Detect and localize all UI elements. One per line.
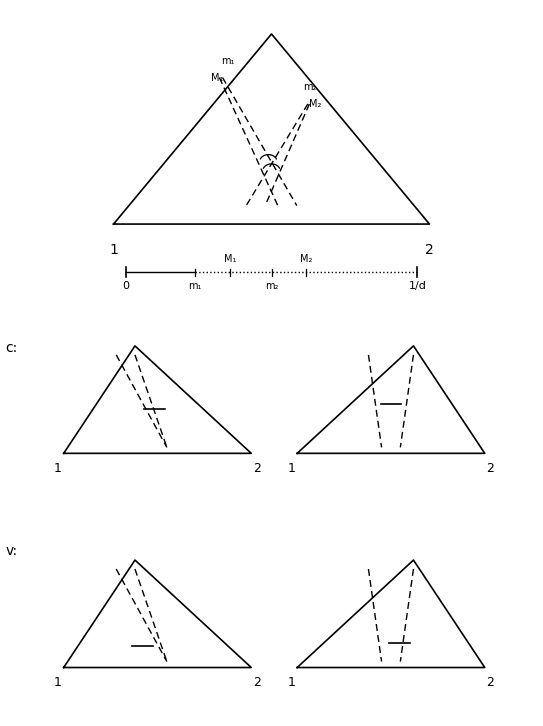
Text: 2: 2 [425,242,434,256]
Text: m₁: m₁ [188,281,202,290]
Text: 2: 2 [253,462,261,476]
Text: 1: 1 [54,462,62,476]
Text: 2: 2 [487,462,494,476]
Text: 1: 1 [288,462,295,476]
Text: 1: 1 [109,242,118,256]
Text: 1: 1 [288,677,295,690]
Text: 1/d: 1/d [408,281,426,290]
Text: M₂: M₂ [300,254,312,264]
Text: 0: 0 [122,281,129,290]
Text: M₂: M₂ [310,99,322,109]
Text: M₁: M₁ [224,254,236,264]
Text: 2: 2 [487,677,494,690]
Text: m₂: m₂ [303,82,317,92]
Text: v:: v: [5,544,17,558]
Text: c:: c: [5,341,18,355]
Text: m₁: m₁ [221,56,235,65]
Text: M₁: M₁ [211,73,224,83]
Text: 2: 2 [253,677,261,690]
Text: 1: 1 [54,677,62,690]
Text: m₂: m₂ [265,281,278,290]
